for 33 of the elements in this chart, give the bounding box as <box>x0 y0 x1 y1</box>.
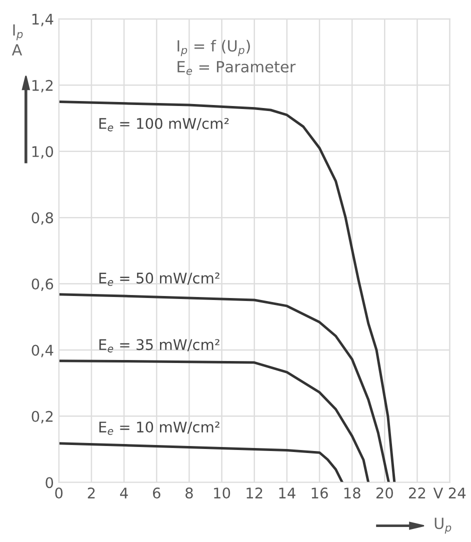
x-tick-label: 22 <box>409 488 426 498</box>
y-tick-label: 1,2 <box>32 80 53 92</box>
x-tick-label: 14 <box>279 488 296 498</box>
y-tick-label: 0 <box>46 477 54 488</box>
x-axis-title: U$_{p}$ <box>434 518 452 534</box>
line-series <box>58 100 396 482</box>
series-label: E$_{e}$ = 35 mW/cm² <box>99 339 220 352</box>
series-label: E$_{e}$ = 10 mW/cm² <box>99 422 220 435</box>
y-tick-label: 0,8 <box>32 212 54 225</box>
x-tick-label: 20 <box>376 488 393 499</box>
y-tick-label: 0,2 <box>32 410 53 424</box>
annotation: I$_{p}$ = f (U$_{p}$) <box>178 40 250 56</box>
y-axis-title: I$_{p}$ A <box>12 24 23 56</box>
x-tick-label: 10 <box>214 488 230 499</box>
x-tick-label: 18 <box>344 488 360 499</box>
x-tick-label: 6 <box>152 488 160 499</box>
x-tick-label: V 24 <box>433 488 466 498</box>
x-tick-label: 16 <box>312 488 328 499</box>
annotation: E$_{e}$ = Parameter <box>178 61 296 75</box>
series-label: E$_{e}$ = 50 mW/cm² <box>99 272 220 286</box>
series-label: E$_{e}$ = 100 mW/cm² <box>99 118 229 132</box>
line-series <box>58 442 344 482</box>
x-tick-label: 8 <box>186 488 193 499</box>
line-series <box>58 293 390 482</box>
y-tick-label: 1,4 <box>32 14 54 26</box>
x-tick-label: 0 <box>55 488 63 499</box>
y-tick-label: 1,0 <box>32 146 54 159</box>
line-series <box>58 360 370 482</box>
x-tick-label: 12 <box>246 488 262 498</box>
x-tick-label: 2 <box>88 488 95 498</box>
y-tick-label: 0,6 <box>32 278 54 292</box>
x-tick-label: 4 <box>120 488 128 498</box>
y-tick-label: 0,4 <box>32 344 54 358</box>
